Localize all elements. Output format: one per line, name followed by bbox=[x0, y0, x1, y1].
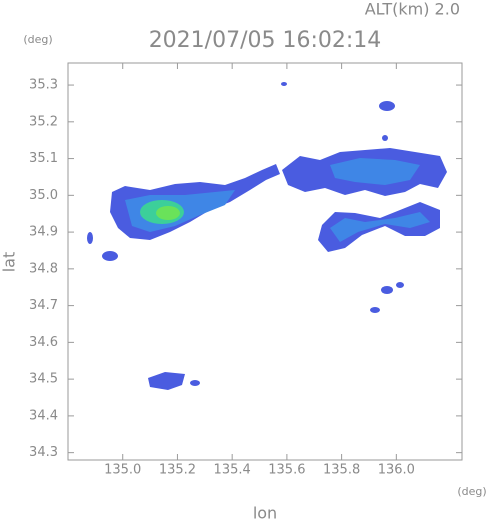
x-tick-label: 135.2 bbox=[159, 463, 196, 478]
x-tick-label: 135.4 bbox=[214, 463, 251, 478]
y-tick-label: 34.4 bbox=[29, 408, 58, 423]
x-label: lon bbox=[253, 504, 277, 521]
y-tick-label: 35.0 bbox=[29, 188, 58, 203]
y-tick-label: 34.5 bbox=[29, 372, 58, 387]
y-tick-label: 34.8 bbox=[29, 261, 58, 276]
x-unit: (deg) bbox=[457, 485, 486, 498]
map-title: 2021/07/05 16:02:14 bbox=[149, 28, 382, 53]
y-label: lat bbox=[0, 252, 19, 273]
altitude-label: ALT(km) 2.0 bbox=[365, 0, 460, 19]
y-tick-label: 34.3 bbox=[29, 445, 58, 460]
y-tick-label: 34.6 bbox=[29, 335, 58, 350]
y-tick-label: 35.2 bbox=[29, 114, 58, 129]
x-tick-label: 135.6 bbox=[268, 463, 305, 478]
y-tick-label: 35.1 bbox=[29, 151, 58, 166]
y-tick-label: 34.9 bbox=[29, 225, 58, 240]
y-tick-label: 34.7 bbox=[29, 298, 58, 313]
radar-echoes bbox=[87, 82, 447, 390]
x-tick-label: 136.0 bbox=[378, 463, 415, 478]
x-tick-label: 135.8 bbox=[323, 463, 360, 478]
y-unit: (deg) bbox=[23, 33, 52, 46]
plot-frame bbox=[67, 62, 463, 461]
y-tick-label: 35.3 bbox=[29, 78, 58, 93]
x-tick-label: 135.0 bbox=[104, 463, 141, 478]
